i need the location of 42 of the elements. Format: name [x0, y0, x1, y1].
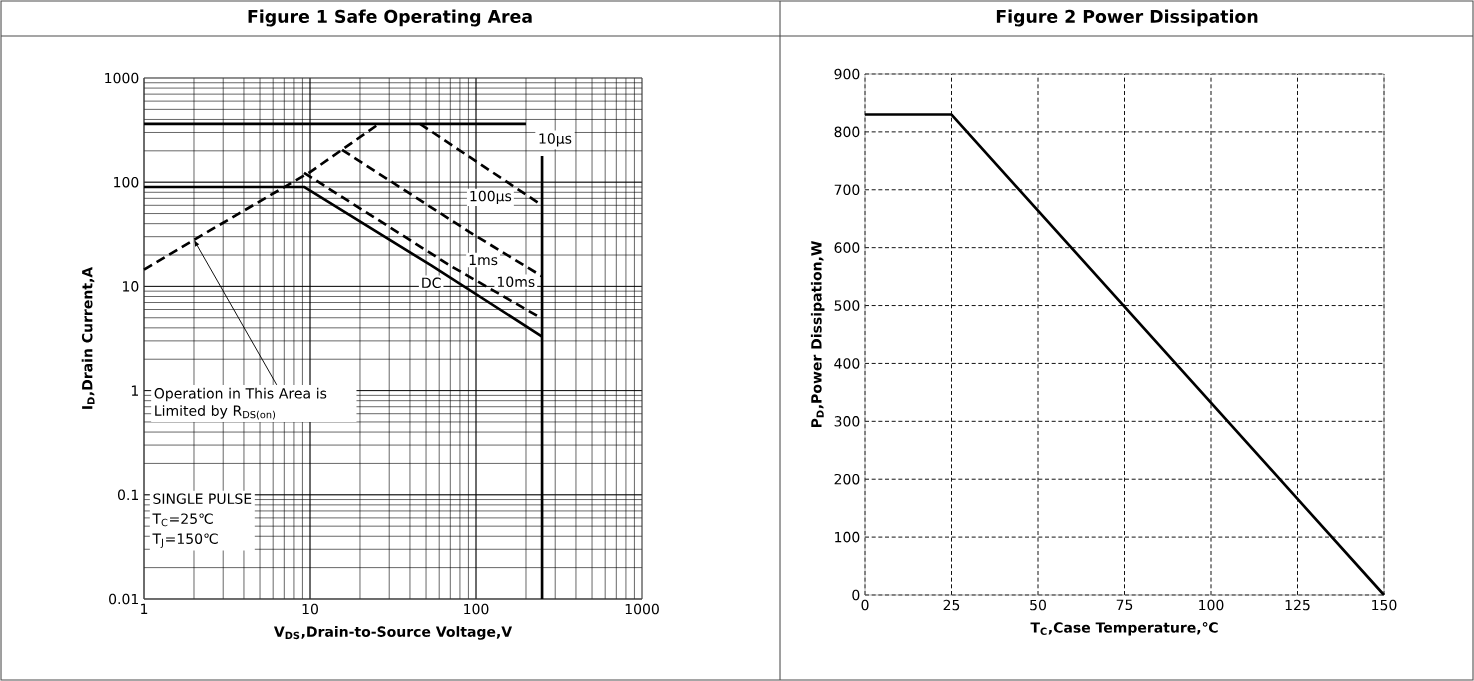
y-tick-label: 0.01 — [109, 593, 138, 605]
x-tick-label: 10 — [302, 603, 318, 615]
y-tick-label: 10 — [123, 281, 139, 292]
x-axis-title: T$_{C}$,Case Temperature,℃ — [1030, 622, 1218, 636]
annotation: T$_{C}$=25℃ — [152, 513, 213, 527]
x-tick-label: 125 — [1285, 599, 1310, 611]
chart-title: Figure 2 Power Dissipation — [996, 9, 1258, 27]
y-tick-label: 500 — [834, 300, 860, 311]
annotation: SINGLE PULSE — [153, 493, 252, 504]
series-label: 100µs — [470, 190, 512, 205]
x-tick-label: 1 — [141, 603, 148, 614]
x-tick-label: 100 — [464, 603, 489, 615]
y-tick-label: 100 — [114, 176, 139, 188]
chart-title: Figure 1 Safe Operating Area — [248, 9, 532, 27]
x-tick-label: 150 — [1372, 599, 1397, 611]
x-tick-label: 0 — [861, 599, 869, 611]
x-tick-label: 50 — [1030, 599, 1046, 611]
y-tick-label: 400 — [834, 358, 860, 369]
y-tick-label: 0 — [852, 589, 860, 601]
series-label: 10ms — [497, 276, 535, 288]
y-tick-label: 800 — [834, 126, 860, 138]
x-tick-label: 25 — [943, 599, 960, 611]
series-label: 10µs — [539, 133, 572, 147]
x-tick-label: 75 — [1116, 599, 1133, 611]
x-axis-title: V$_{DS}$,Drain-to-Source Voltage,V — [273, 626, 513, 640]
y-axis-title: I$_{D}$,Drain Current,A — [81, 266, 95, 409]
y-tick-label: 200 — [834, 473, 860, 485]
x-tick-label: 100 — [1199, 599, 1224, 611]
y-axis-title: P$_{D}$,Power Dissipation,W — [810, 241, 825, 428]
y-tick-label: 1 — [131, 385, 139, 396]
annotation: T$_{J}$=150℃ — [152, 533, 218, 548]
y-tick-label: 900 — [834, 68, 860, 80]
series-label: DC — [422, 277, 441, 289]
y-tick-label: 1000 — [105, 72, 139, 84]
y-tick-label: 100 — [835, 531, 860, 543]
y-tick-label: 700 — [834, 184, 860, 196]
annotation: Operation in This Area is Limited by R$_{DS(on)}$ — [154, 387, 327, 420]
x-tick-label: 1000 — [625, 603, 659, 615]
y-tick-label: 0.1 — [117, 489, 139, 501]
y-tick-label: 300 — [834, 416, 860, 427]
series-label: 1ms — [469, 254, 498, 266]
y-tick-label: 600 — [834, 242, 860, 253]
